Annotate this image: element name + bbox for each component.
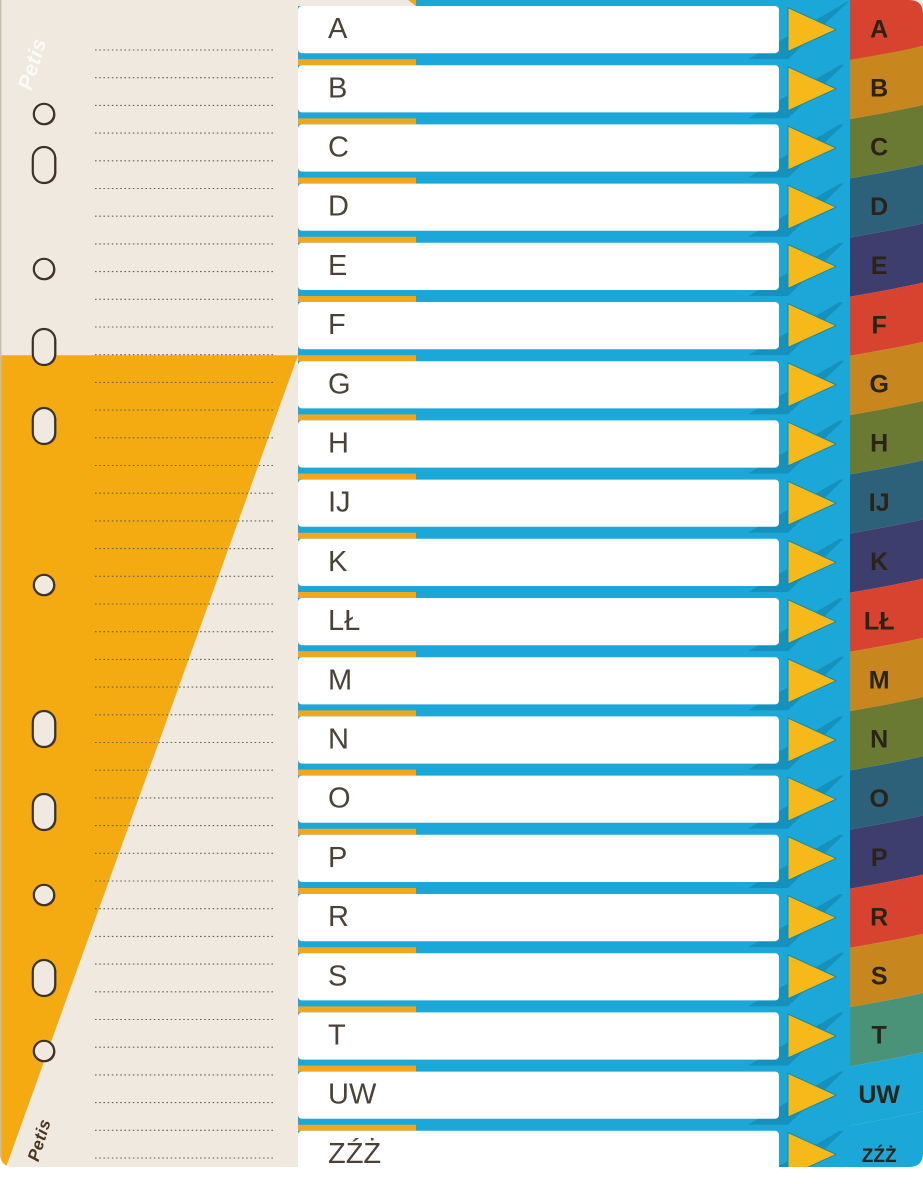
- svg-text:F: F: [328, 309, 346, 341]
- svg-text:T: T: [872, 1022, 887, 1050]
- svg-text:G: G: [328, 368, 351, 400]
- svg-text:P: P: [871, 844, 888, 872]
- svg-text:K: K: [328, 546, 348, 578]
- svg-text:B: B: [870, 75, 888, 103]
- svg-text:G: G: [869, 371, 888, 399]
- svg-text:UW: UW: [858, 1081, 900, 1109]
- svg-text:D: D: [870, 193, 888, 221]
- svg-text:D: D: [328, 191, 349, 223]
- svg-text:S: S: [328, 960, 347, 992]
- svg-text:E: E: [328, 250, 347, 282]
- svg-text:UW: UW: [328, 1079, 377, 1111]
- svg-text:IJ: IJ: [869, 489, 890, 517]
- svg-text:O: O: [328, 783, 351, 815]
- svg-text:R: R: [870, 903, 888, 931]
- svg-text:ZŹŻ: ZŹŻ: [862, 1145, 897, 1167]
- svg-text:N: N: [870, 726, 888, 754]
- svg-text:O: O: [869, 785, 888, 813]
- svg-text:H: H: [870, 430, 888, 458]
- svg-text:B: B: [328, 72, 347, 104]
- svg-text:A: A: [870, 15, 888, 43]
- svg-text:A: A: [328, 13, 348, 45]
- svg-text:H: H: [328, 428, 349, 460]
- svg-text:ZŹŻ: ZŹŻ: [328, 1137, 381, 1170]
- svg-text:P: P: [328, 842, 347, 874]
- svg-text:F: F: [872, 311, 887, 339]
- svg-text:S: S: [871, 963, 888, 991]
- svg-text:LŁ: LŁ: [328, 605, 360, 637]
- svg-text:C: C: [328, 132, 349, 164]
- svg-text:M: M: [328, 664, 352, 696]
- svg-text:R: R: [328, 901, 349, 933]
- svg-text:IJ: IJ: [328, 487, 351, 519]
- svg-text:T: T: [328, 1020, 346, 1052]
- svg-text:E: E: [871, 252, 888, 280]
- svg-text:M: M: [869, 667, 890, 695]
- svg-text:C: C: [870, 134, 888, 162]
- svg-text:K: K: [870, 548, 888, 576]
- svg-text:N: N: [328, 724, 349, 756]
- svg-text:LŁ: LŁ: [864, 607, 895, 635]
